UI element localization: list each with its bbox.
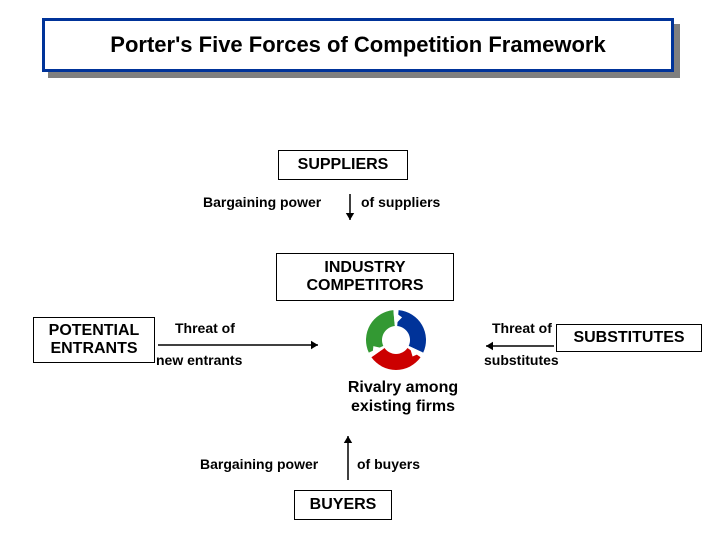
force-arrows (0, 0, 720, 540)
rivalry-cycle-icon (360, 304, 432, 376)
